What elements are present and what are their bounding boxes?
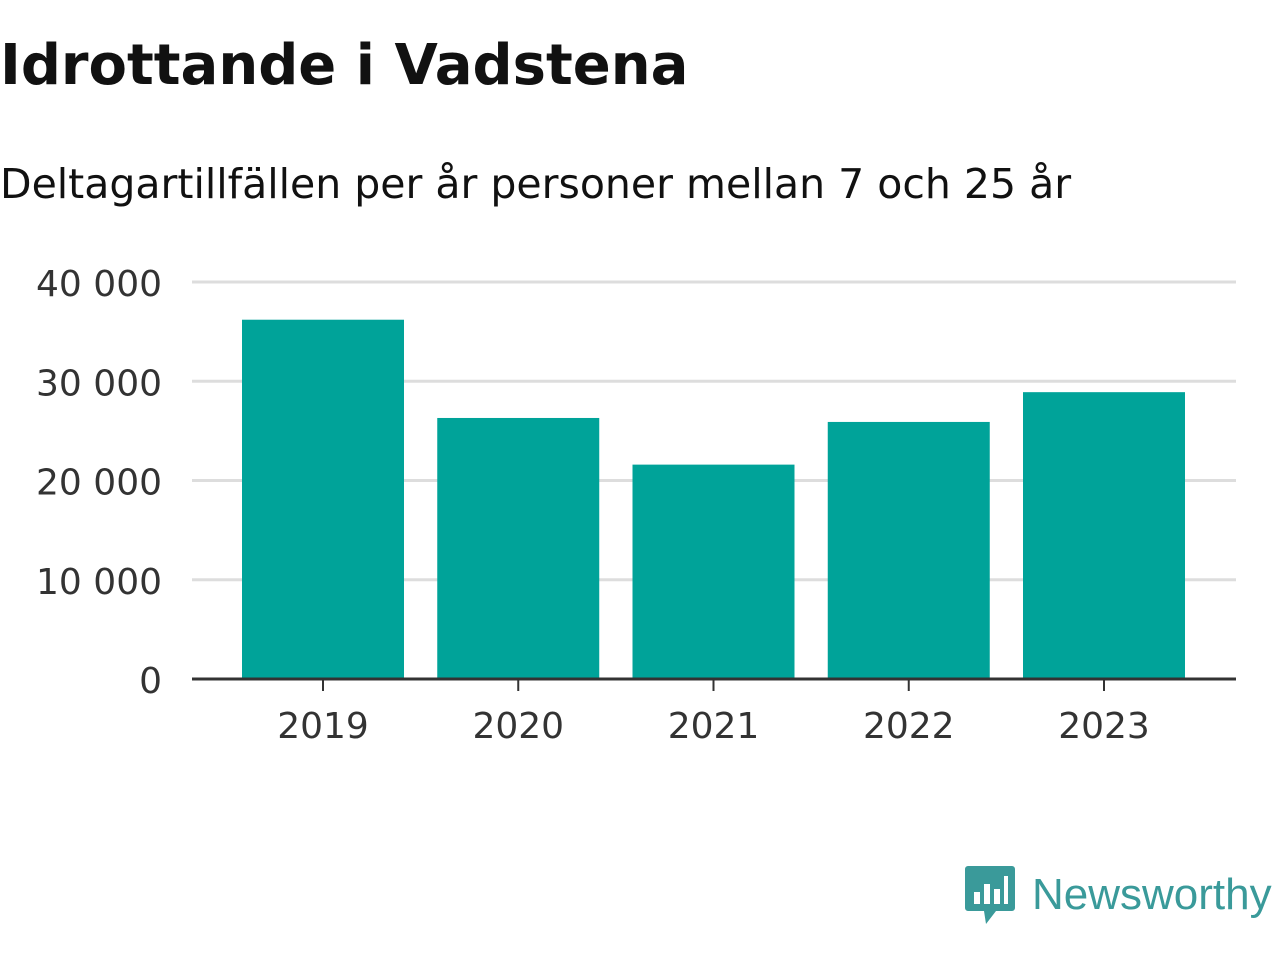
x-tick-label: 2020 (472, 706, 564, 747)
bar-2021 (632, 464, 795, 679)
y-tick-label: 0 (139, 661, 162, 702)
x-tick-label: 2023 (1058, 706, 1150, 747)
y-tick-label: 20 000 (36, 463, 162, 504)
newsworthy-logo-icon (965, 866, 1015, 924)
x-tick-label: 2019 (277, 706, 369, 747)
bars (242, 319, 1185, 679)
x-tick-label: 2022 (863, 706, 955, 747)
bar-2022 (827, 421, 990, 679)
brand-name: Newsworthy (1032, 870, 1272, 919)
x-axis-ticks: 2019 2020 2021 2022 2023 (277, 679, 1150, 747)
y-tick-label: 30 000 (36, 363, 162, 404)
brand-logo: Newsworthy (964, 864, 1272, 926)
x-tick-label: 2021 (668, 706, 760, 747)
y-tick-label: 10 000 (36, 562, 162, 603)
chart-title: Idrottande i Vadstena (0, 33, 689, 98)
y-tick-label: 40 000 (36, 264, 162, 305)
bar-2023 (1023, 392, 1185, 679)
bar-2020 (437, 417, 600, 679)
chart-subtitle: Deltagartillfällen per år personer mella… (0, 160, 1072, 208)
bar-2019 (242, 319, 404, 679)
y-axis-ticks: 0 10 000 20 000 30 000 40 000 (36, 264, 162, 702)
